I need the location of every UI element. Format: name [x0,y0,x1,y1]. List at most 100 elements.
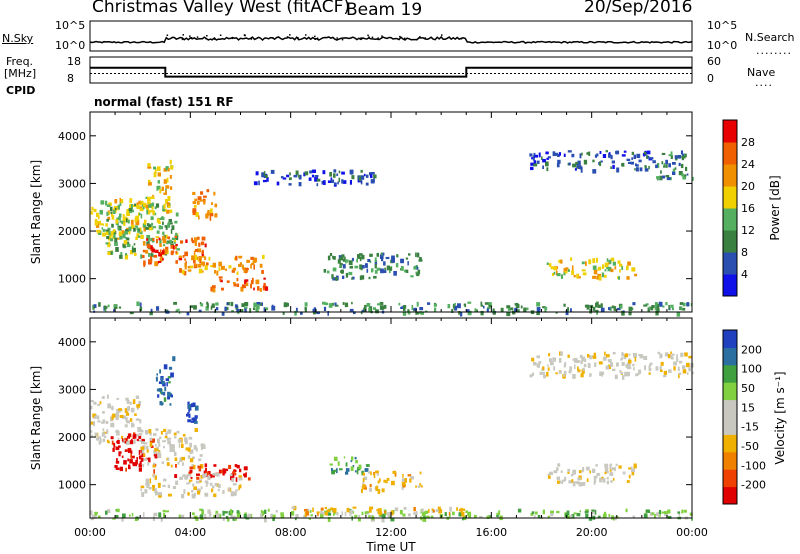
scatter-cell [136,406,139,410]
scatter-cell [152,487,155,491]
colorbar-swatch [723,274,737,297]
scatter-cell [376,509,378,512]
scatter-cell [336,173,339,177]
scatter-cell [219,278,222,282]
scatter-cell [368,515,372,518]
scatter-cell [661,152,666,155]
scatter-cell [126,208,130,214]
scatter-cell [265,307,269,311]
scatter-cell [239,484,242,489]
scatter-cell [316,183,319,187]
scatter-cell [570,473,574,477]
cpid-label: CPID [6,84,36,97]
scatter-cell [201,510,204,515]
x-tick-label: 08:00 [275,526,307,539]
scatter-cell [626,480,630,483]
scatter-cell [184,262,187,267]
scatter-cell [167,167,170,172]
scatter-cell [618,465,622,469]
scatter-cell [110,422,115,428]
scatter-cell [294,517,297,521]
scatter-cell [340,270,344,273]
scatter-cell [102,223,105,226]
scatter-cell [616,362,619,367]
scatter-cell [401,482,406,486]
scatter-cell [142,202,147,208]
scatter-cell [218,276,223,279]
scatter-cell [165,185,170,189]
noise-search-dot [399,35,401,38]
scatter-cell [232,282,236,285]
scatter-cell [293,174,298,178]
scatter-cell [583,159,588,165]
scatter-cell [101,432,106,437]
scatter-cell [291,511,295,516]
scatter-cell [354,470,357,473]
scatter-cell [107,304,110,308]
scatter-cell [255,171,259,176]
colorbar-tick-label: -15 [741,421,759,434]
scatter-cell [576,273,580,279]
scatter-cell [149,478,152,484]
scatter-cell [154,168,157,174]
scatter-cell [215,302,219,306]
scatter-cell [116,397,120,400]
scatter-cell [314,175,319,177]
scatter-cell [672,171,676,175]
scatter-cell [461,511,465,517]
scatter-cell [95,223,100,228]
scatter-cell [245,472,247,478]
scatter-cell [253,257,257,263]
scatter-cell [304,307,307,311]
scatter-cell [174,220,178,224]
scatter-cell [142,241,146,246]
scatter-cell [409,478,412,483]
scatter-cell [170,244,175,249]
scatter-cell [523,309,526,313]
scatter-cell [304,508,308,512]
scatter-cell [192,211,196,216]
scatter-cell [430,515,434,518]
scatter-cell [128,230,131,235]
scatter-cell [196,473,200,476]
scatter-cell [169,186,173,190]
scatter-cell [168,366,173,370]
scatter-cell [681,509,684,514]
scatter-cell [166,209,170,214]
scatter-cell [691,371,694,375]
scatter-cell [187,455,191,459]
scatter-cell [98,302,101,307]
scatter-cell [127,436,130,439]
scatter-cell [155,491,159,496]
scatter-cell [222,517,225,521]
scatter-cell [523,308,525,312]
scatter-cell [193,250,196,256]
scatter-cell [682,307,686,311]
scatter-cell [166,241,169,245]
scatter-cell [363,173,366,177]
scatter-cell [253,302,257,308]
scatter-cell [158,494,162,498]
scatter-cell [255,307,259,312]
scatter-cell [351,277,353,280]
scatter-cell [122,415,127,420]
scatter-cell [678,171,683,176]
noise-search-dot [243,34,246,36]
noise-search-dot [211,39,213,41]
noise-search-dot [213,38,216,40]
scatter-cell [204,243,207,248]
scatter-cell [416,510,418,516]
scatter-cell [135,395,140,399]
scatter-cell [106,236,110,240]
scatter-cell [373,276,377,279]
scatter-cell [107,211,111,215]
scatter-cell [542,372,545,375]
scatter-cell [588,151,591,156]
scatter-cell [228,464,232,469]
scatter-cell [173,301,177,305]
scatter-cell [243,514,247,518]
scatter-cell [465,510,468,513]
scatter-cell [280,512,284,516]
scatter-cell [131,513,134,517]
scatter-cell [188,413,191,418]
